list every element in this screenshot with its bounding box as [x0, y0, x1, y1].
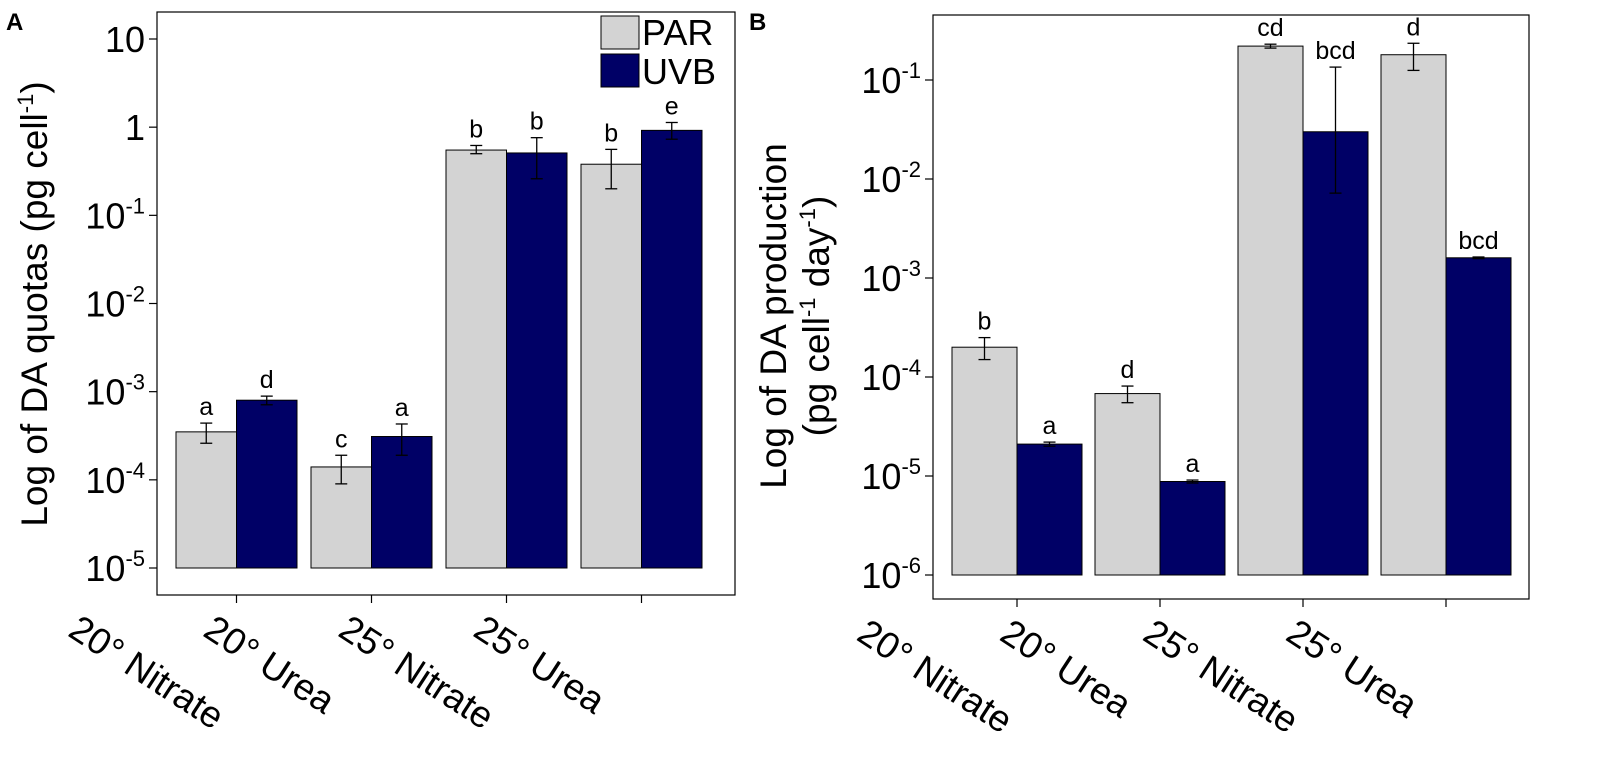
bar-par — [1094, 393, 1161, 576]
significance-letter: bcd — [1315, 37, 1355, 65]
significance-letter: d — [1121, 356, 1135, 384]
significance-letter: d — [260, 366, 274, 394]
bar-par — [951, 346, 1018, 576]
bar-par — [175, 431, 237, 569]
bar-uvb — [371, 436, 433, 569]
x-tick-label: 20° Nitrate — [851, 611, 1020, 741]
panel-a: A 10-5 10-4 10-3 10-2 10-1 1 10 a d c a b b b e 20° N… — [6, 9, 736, 737]
panel-a-error-bars — [200, 121, 678, 485]
significance-letter: b — [469, 115, 483, 143]
panel-a-significance-letters: a d c a b b b e — [199, 92, 678, 453]
legend-swatch-par — [600, 15, 640, 50]
bar-uvb — [236, 399, 298, 569]
y-tick-label: 10-2 — [85, 282, 145, 325]
y-tick-label: 10-5 — [85, 546, 145, 589]
panel-b-frame — [932, 14, 1530, 600]
significance-letter: a — [199, 393, 213, 421]
y-tick-label: 10-2 — [861, 157, 921, 200]
panel-a-bars — [175, 129, 703, 569]
significance-letter: b — [978, 308, 992, 336]
bar-par — [1380, 54, 1447, 576]
y-tick-label: 10-3 — [861, 256, 921, 299]
bar-uvb — [641, 129, 703, 569]
x-tick-label: 25° Nitrate — [1137, 611, 1306, 741]
significance-letter: a — [1043, 412, 1057, 440]
panel-a-y-axis-title: Log of DA quotas (pg cell-1) — [13, 81, 55, 526]
y-tick-label: 1 — [125, 107, 145, 148]
panel-b: B 10-6 10-5 10-4 10-3 10-2 10-1 b a d a cd bcd d bcd… — [749, 9, 1530, 741]
y-tick-label: 10-1 — [861, 58, 921, 101]
y-tick-label: 10-4 — [861, 355, 921, 398]
significance-letter: cd — [1257, 14, 1283, 42]
legend: PAR UVB — [600, 12, 716, 92]
panel-b-y-axis: 10-6 10-5 10-4 10-3 10-2 10-1 — [861, 58, 933, 596]
y-tick-label: 10-3 — [85, 370, 145, 413]
significance-letter: d — [1407, 13, 1421, 41]
significance-letter: bcd — [1458, 227, 1498, 255]
significance-letter: c — [335, 425, 348, 453]
bar-par — [580, 163, 642, 569]
y-tick-label: 10-5 — [861, 454, 921, 497]
bar-uvb — [1445, 257, 1512, 576]
bar-par — [1237, 45, 1304, 576]
panel-b-error-bars — [978, 42, 1485, 484]
panel-b-bars — [951, 45, 1512, 576]
y-tick-label: 10 — [105, 19, 145, 60]
bar-uvb — [1159, 480, 1226, 576]
panel-a-y-axis: 10-5 10-4 10-3 10-2 10-1 1 10 — [85, 19, 157, 589]
y-tick-label: 10-4 — [85, 458, 145, 501]
bar-uvb — [1016, 443, 1083, 576]
legend-label-par: PAR — [642, 12, 713, 53]
significance-letter: b — [604, 119, 618, 147]
significance-letter: a — [1186, 450, 1200, 478]
significance-letter: e — [665, 92, 679, 120]
bar-uvb — [506, 152, 568, 569]
panel-b-letter: B — [749, 9, 766, 36]
y-tick-label: 10-1 — [85, 193, 145, 236]
legend-label-uvb: UVB — [642, 51, 716, 92]
panel-b-significance-letters: b a d a cd bcd d bcd — [978, 13, 1499, 478]
significance-letter: b — [530, 108, 544, 136]
panel-b-y-axis-title-line1: Log of DA production — [753, 143, 794, 489]
panel-b-y-axis-title-line2: (pg cell-1 day-1) — [795, 196, 837, 437]
legend-swatch-uvb — [600, 53, 640, 88]
bar-uvb — [1302, 131, 1369, 576]
significance-letter: a — [395, 394, 409, 422]
panel-a-letter: A — [6, 9, 23, 36]
y-tick-label: 10-6 — [861, 553, 921, 596]
bar-par — [445, 149, 507, 569]
